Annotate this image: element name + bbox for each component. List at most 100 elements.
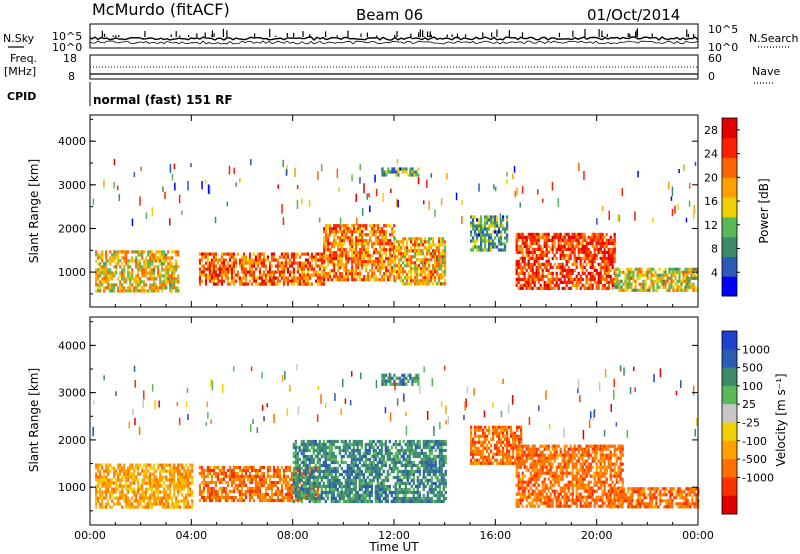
scatter-cell <box>238 477 242 482</box>
scatter-cell <box>396 240 399 244</box>
scatter-cell <box>280 255 284 259</box>
scatter-cell <box>331 260 334 264</box>
scatter-cell <box>338 481 341 486</box>
scatter-cell <box>664 279 667 283</box>
scatter-cell <box>145 256 148 260</box>
scatter-cell <box>368 448 371 453</box>
scatter-cell <box>214 276 218 280</box>
scatter-cell <box>372 445 375 450</box>
scatter-cell <box>352 439 355 444</box>
scatter-cell <box>204 261 208 265</box>
scatter-cell <box>145 259 148 263</box>
scatter-cell <box>525 238 528 242</box>
scatter-cell <box>360 445 363 450</box>
scatter-cell <box>424 270 427 274</box>
scatter-cell <box>376 493 379 498</box>
scatter-cell <box>358 499 361 504</box>
scatter-cell <box>276 471 280 476</box>
scatter-cell <box>246 465 250 470</box>
scatter-cell <box>688 267 691 271</box>
scatter-cell <box>149 478 152 482</box>
scatter-cell <box>99 472 102 476</box>
scatter-cell <box>591 253 594 257</box>
scatter-cell <box>414 261 417 265</box>
scatter-cell <box>238 489 242 494</box>
scatter-cell <box>383 275 386 279</box>
scatter-cell <box>398 469 401 474</box>
scatter-cell <box>333 263 336 267</box>
scatter-cell <box>478 218 481 222</box>
scatter-cell <box>396 499 399 504</box>
scatter-cell <box>350 490 353 495</box>
scatter-cell <box>380 484 383 489</box>
scatter-cell <box>220 282 224 286</box>
scatter-cell <box>121 478 124 482</box>
scatter-cell <box>224 474 228 479</box>
scatter-cell <box>559 280 562 284</box>
scatter-cell <box>547 262 550 266</box>
scatter-cell <box>111 256 114 260</box>
scatter-cell <box>216 465 220 470</box>
scatter-cell <box>537 232 540 236</box>
scatter-cell <box>545 253 548 257</box>
scatter-cell <box>545 265 548 269</box>
scatter-cell <box>123 268 126 272</box>
scatter-cell <box>278 492 282 497</box>
scatter-speckle <box>113 181 115 189</box>
scatter-cell <box>402 240 405 244</box>
scatter-cell <box>155 475 158 479</box>
scatter-cell <box>476 224 479 228</box>
scatter-cell <box>230 489 234 494</box>
scatter-cell <box>139 277 142 281</box>
scatter-cell <box>353 242 356 246</box>
scatter-cell <box>143 493 146 497</box>
scatter-cell <box>298 478 301 483</box>
scatter-cell <box>99 283 102 287</box>
scatter-cell <box>260 264 264 268</box>
scatter-cell <box>290 474 294 479</box>
scatter-cell <box>208 276 212 280</box>
scatter-cell <box>470 248 473 252</box>
scatter-cell <box>248 486 252 491</box>
scatter-cell <box>529 235 532 239</box>
scatter-cell <box>328 451 331 456</box>
scatter-cell <box>347 254 350 258</box>
scatter-cell <box>692 288 695 292</box>
scatter-cell <box>109 490 112 494</box>
scatter-cell <box>151 505 154 509</box>
scatter-cell <box>358 487 361 492</box>
scatter-cell <box>339 260 342 264</box>
scatter-cell <box>300 261 304 265</box>
scatter-cell <box>515 241 518 245</box>
scatter-cell <box>569 274 572 278</box>
scatter-cell <box>363 239 366 243</box>
scatter-cell <box>609 247 612 251</box>
scatter-cell <box>214 264 218 268</box>
scatter-cell <box>368 496 371 501</box>
scatter-cell <box>370 481 373 486</box>
scatter-cell <box>103 280 106 284</box>
scatter-cell <box>298 469 301 474</box>
scatter-cell <box>517 247 520 251</box>
scatter-cell <box>380 478 383 483</box>
scatter-cell <box>406 282 409 286</box>
scatter-cell <box>506 224 509 228</box>
scatter-cell <box>155 277 158 281</box>
scatter-cell <box>328 454 331 459</box>
scatter-cell <box>364 478 367 483</box>
scatter-cell <box>165 253 168 257</box>
scatter-cell <box>272 480 276 485</box>
scatter-cell <box>157 268 160 272</box>
scatter-cell <box>406 264 409 268</box>
scatter-cell <box>202 477 206 482</box>
scatter-cell <box>504 242 507 246</box>
scatter-cell <box>375 230 378 234</box>
scatter-cell <box>210 273 214 277</box>
scatter-cell <box>692 267 695 271</box>
scatter-cell <box>440 261 443 265</box>
scatter-cell <box>563 241 566 245</box>
scatter-speckle <box>678 169 680 174</box>
scatter-cell <box>240 471 244 476</box>
scatter-cell <box>593 277 596 281</box>
scatter-cell <box>191 466 194 470</box>
